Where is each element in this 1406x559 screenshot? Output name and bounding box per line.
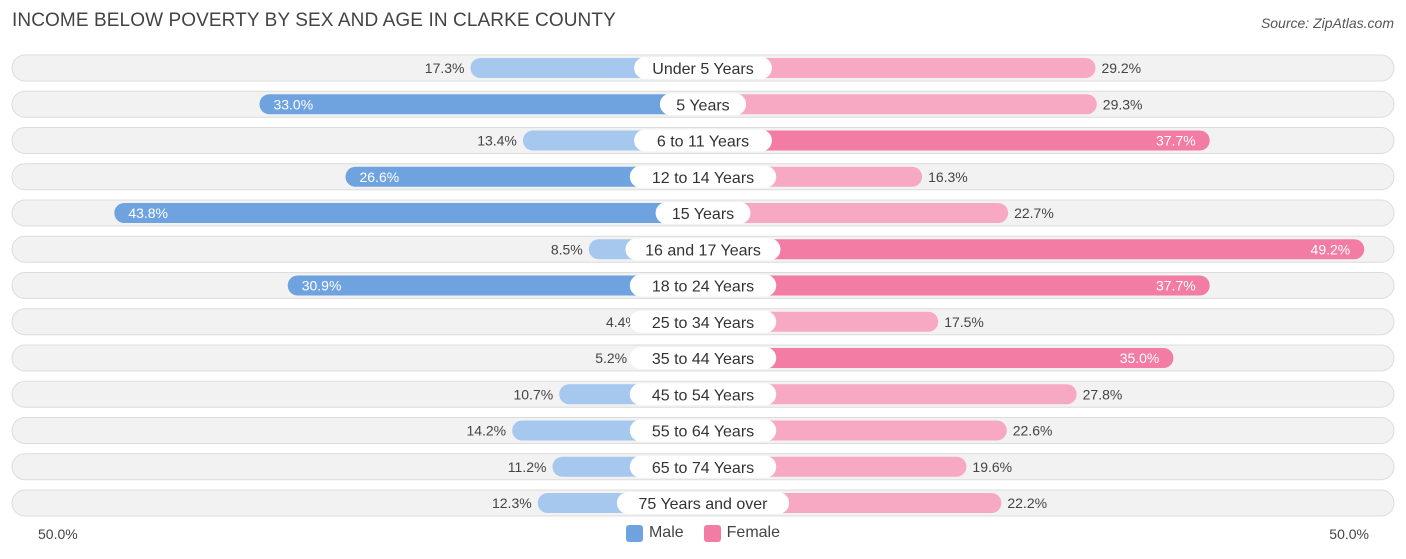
category-pill <box>634 129 772 152</box>
legend: Male Female <box>0 524 1406 542</box>
female-value-label: 37.7% <box>1156 278 1196 294</box>
category-pill <box>629 455 777 478</box>
female-value-label: 35.0% <box>1120 350 1160 366</box>
category-pill <box>629 383 777 406</box>
category-label: 35 to 44 Years <box>652 351 754 368</box>
male-value-label: 26.6% <box>359 169 399 185</box>
male-value-label: 30.9% <box>302 278 342 294</box>
category-pill <box>634 57 772 79</box>
category-pill <box>629 419 777 442</box>
female-bar <box>703 94 1097 115</box>
legend-item-female: Female <box>703 524 781 542</box>
male-value-label: 33.0% <box>273 96 313 112</box>
female-bar <box>703 384 1077 405</box>
category-label: 18 to 24 Years <box>652 279 754 296</box>
category-label: 15 Years <box>672 206 734 223</box>
male-value-label: 10.7% <box>513 386 553 402</box>
female-value-label: 16.3% <box>928 169 968 185</box>
category-label: 65 to 74 Years <box>652 460 754 477</box>
category-pill <box>629 310 777 333</box>
category-pill <box>616 492 790 514</box>
category-label: 25 to 34 Years <box>652 315 754 332</box>
legend-male-label: Male <box>648 524 684 541</box>
female-value-label: 22.7% <box>1014 205 1054 221</box>
male-value-label: 17.3% <box>425 60 465 76</box>
female-value-label: 22.6% <box>1013 423 1053 439</box>
source-label: Source: ZipAtlas.com <box>1260 15 1394 31</box>
category-label: 6 to 11 Years <box>657 134 749 151</box>
female-value-label: 27.8% <box>1083 386 1123 402</box>
category-label: 45 to 54 Years <box>652 387 754 404</box>
category-label: Under 5 Years <box>652 61 753 78</box>
female-value-label: 37.7% <box>1156 133 1196 149</box>
female-swatch-icon <box>703 524 721 542</box>
female-bar <box>703 239 1365 260</box>
axis-right-label: 50.0% <box>1329 526 1369 542</box>
female-value-label: 29.2% <box>1101 60 1141 76</box>
category-pill <box>629 347 777 369</box>
category-label: 55 to 64 Years <box>652 424 754 441</box>
female-value-label: 17.5% <box>944 314 984 330</box>
category-pill <box>629 165 777 188</box>
category-label: 75 Years and over <box>639 496 769 513</box>
female-value-label: 29.3% <box>1103 96 1143 112</box>
female-bar <box>703 348 1174 368</box>
male-value-label: 13.4% <box>477 133 517 149</box>
category-label: 16 and 17 Years <box>645 242 761 259</box>
male-bar <box>287 275 703 296</box>
female-bar <box>703 420 1007 441</box>
female-value-label: 22.2% <box>1007 495 1047 511</box>
male-value-label: 4.4% <box>606 314 638 330</box>
category-pill <box>655 202 751 224</box>
category-pill <box>629 274 777 297</box>
female-value-label: 19.6% <box>972 459 1012 475</box>
chart-area: 17.3% 29.2% Under 5 Years 33.0% 29.3% 5 Years… <box>11 54 1395 517</box>
legend-female-label: Female <box>726 524 781 541</box>
category-label: 12 to 14 Years <box>652 170 754 187</box>
female-value-label: 49.2% <box>1311 241 1351 257</box>
axis-left-label: 50.0% <box>38 526 78 542</box>
male-value-label: 14.2% <box>466 423 506 439</box>
category-pill <box>659 93 747 116</box>
male-value-label: 8.5% <box>551 241 583 257</box>
category-label: 5 Years <box>676 97 729 114</box>
male-value-label: 11.2% <box>508 459 547 475</box>
female-bar <box>703 275 1210 296</box>
female-bar <box>703 58 1096 78</box>
male-value-label: 43.8% <box>128 205 168 221</box>
male-bar <box>114 203 703 223</box>
female-bar <box>703 130 1210 151</box>
chart-title: INCOME BELOW POVERTY BY SEX AND AGE IN C… <box>12 10 616 31</box>
category-pill <box>625 238 781 261</box>
male-swatch-icon <box>625 524 643 542</box>
male-bar <box>345 166 703 187</box>
male-bar <box>259 94 703 115</box>
legend-item-male: Male <box>625 524 684 542</box>
male-value-label: 12.3% <box>492 495 532 511</box>
male-value-label: 5.2% <box>595 350 627 366</box>
female-bar <box>703 203 1009 223</box>
